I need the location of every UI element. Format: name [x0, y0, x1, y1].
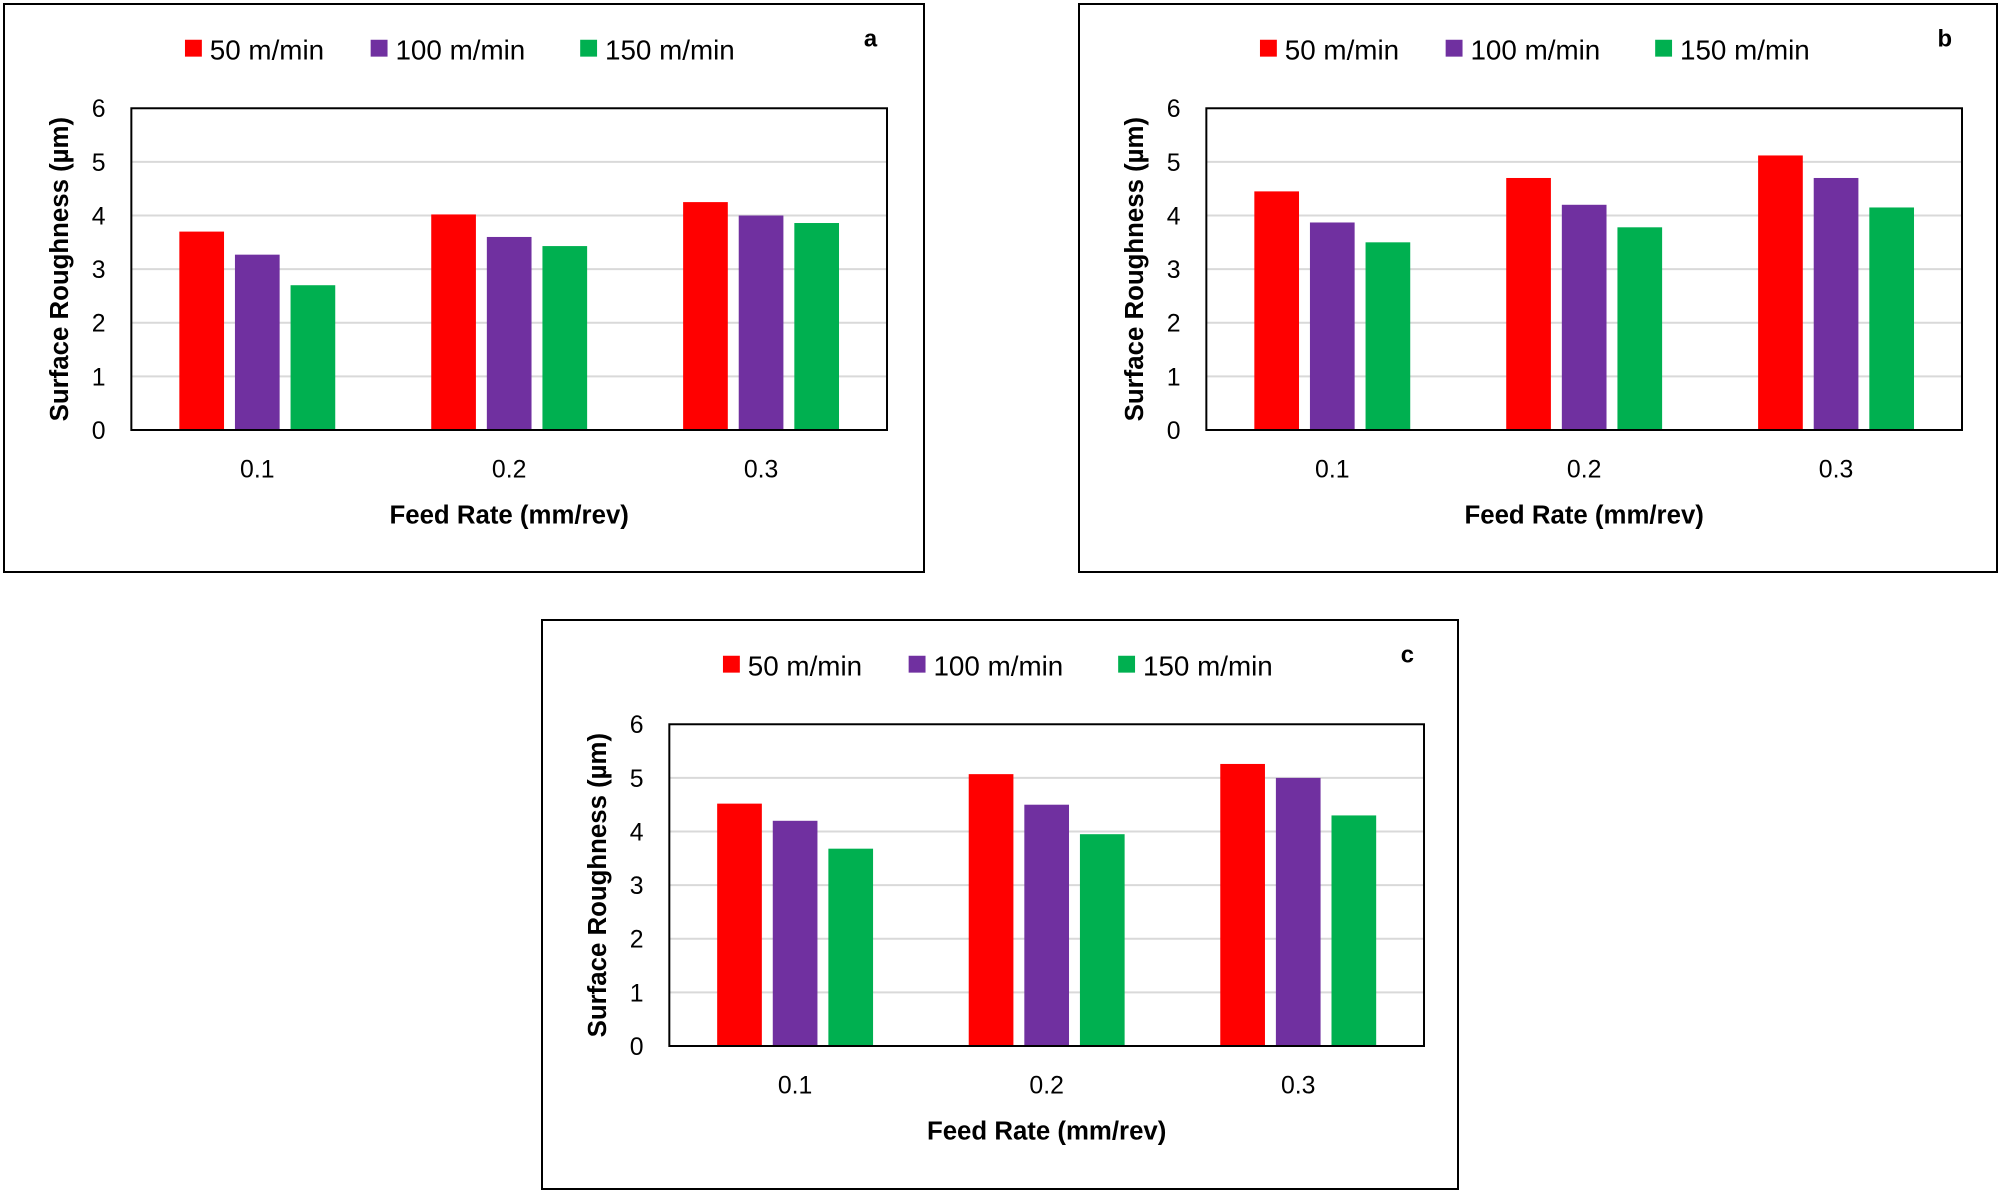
y-tick-label: 6 [1167, 96, 1181, 123]
y-tick-label: 3 [92, 257, 106, 284]
y-tick-label: 4 [92, 203, 106, 230]
x-axis-title: Feed Rate (mm/rev) [1464, 501, 1703, 529]
legend-label: 50 m/min [1285, 35, 1399, 66]
legend-label: 50 m/min [748, 651, 862, 682]
y-tick-label: 4 [1167, 203, 1181, 230]
legend-swatch [1445, 39, 1463, 57]
legend-label: 50 m/min [210, 35, 324, 66]
bar [1254, 191, 1300, 430]
bar [1617, 227, 1663, 430]
y-tick-label: 1 [92, 364, 106, 391]
bar [1079, 834, 1125, 1047]
y-tick-label: 2 [92, 311, 106, 338]
x-tick-label: 0.2 [1029, 1073, 1064, 1100]
legend-swatch [722, 655, 740, 673]
bar [1813, 177, 1859, 430]
bar [968, 774, 1014, 1047]
y-axis-title: Surface Roughness (µm) [1121, 117, 1149, 421]
y-tick-label: 3 [630, 873, 644, 900]
bar [234, 254, 280, 430]
y-tick-label: 6 [92, 96, 106, 123]
legend-swatch [370, 39, 388, 57]
x-tick-label: 0.1 [1315, 457, 1350, 484]
legend-label: 100 m/min [395, 35, 525, 66]
chart-c-svg: 0 1 2 3 4 5 6 0.1 0.2 0.3 Feed Rate (mm/rev) Surfac… [584, 642, 1426, 1145]
bar [1331, 815, 1377, 1047]
bar [1506, 177, 1551, 430]
y-tick-label: 4 [630, 819, 644, 846]
legend-swatch [1118, 655, 1136, 673]
y-tick-label: 0 [630, 1034, 644, 1061]
legend-label: 100 m/min [933, 651, 1063, 682]
x-tick-label: 0.3 [1281, 1073, 1316, 1100]
chart-a-svg: 0 1 2 3 4 5 6 0.1 0.2 0.3 Feed Rate (mm/rev) Surfac… [46, 26, 889, 529]
legend-swatch [1259, 39, 1277, 57]
x-tick-label: 0.1 [778, 1073, 813, 1100]
y-tick-label: 5 [1167, 150, 1181, 177]
x-tick-label: 0.2 [492, 457, 527, 484]
bar [794, 223, 840, 430]
chart-b-svg: 0 1 2 3 4 5 6 0.1 0.2 0.3 Feed Rate (mm/rev) Surfac… [1121, 26, 1963, 529]
legend-label: 150 m/min [605, 35, 735, 66]
y-tick-label: 6 [630, 712, 644, 739]
bar [1220, 763, 1265, 1047]
bar [1561, 204, 1607, 430]
chart-panel-c: 0 1 2 3 4 5 6 0.1 0.2 0.3 Feed Rate (mm/rev) Surfac… [541, 619, 1459, 1190]
legend-swatch [580, 39, 598, 57]
y-tick-label: 0 [92, 418, 106, 445]
x-tick-label: 0.3 [1819, 457, 1854, 484]
y-tick-label: 1 [630, 980, 644, 1007]
x-tick-label: 0.3 [744, 457, 779, 484]
chart-panel-a: 0 1 2 3 4 5 6 0.1 0.2 0.3 Feed Rate (mm/rev) Surfac… [3, 3, 925, 573]
legend-swatch [908, 655, 926, 673]
legend-swatch [1655, 39, 1673, 57]
bar [717, 803, 762, 1047]
plot-frame [1205, 107, 1963, 431]
y-tick-label: 5 [630, 766, 644, 793]
y-tick-label: 2 [1167, 311, 1181, 338]
bar [772, 820, 818, 1047]
x-tick-label: 0.1 [240, 457, 275, 484]
x-tick-label: 0.2 [1567, 457, 1602, 484]
legend-label: 150 m/min [1143, 651, 1273, 682]
bar [828, 848, 874, 1047]
legend-swatch [184, 39, 202, 57]
x-axis-title: Feed Rate (mm/rev) [927, 1117, 1166, 1145]
panel-letter: c [1401, 642, 1414, 669]
y-tick-label: 0 [1167, 418, 1181, 445]
bar [290, 285, 336, 430]
y-axis-title: Surface Roughness (µm) [584, 733, 612, 1037]
bar [738, 215, 784, 430]
legend-label: 150 m/min [1680, 35, 1810, 66]
bar [1275, 777, 1321, 1047]
bar [1758, 155, 1803, 430]
plot-frame [668, 723, 1426, 1047]
y-tick-label: 2 [630, 927, 644, 954]
bar [431, 214, 476, 430]
y-axis-title: Surface Roughness (µm) [46, 117, 74, 421]
plot-frame [130, 107, 889, 431]
bar [1869, 207, 1915, 430]
bar [179, 231, 225, 430]
chart-panel-b: 0 1 2 3 4 5 6 0.1 0.2 0.3 Feed Rate (mm/rev) Surfac… [1078, 3, 1998, 573]
y-tick-label: 3 [1167, 257, 1181, 284]
y-tick-label: 5 [92, 150, 106, 177]
bar [542, 246, 588, 430]
bar [683, 202, 728, 430]
bar [486, 236, 532, 430]
panel-letter: a [864, 26, 878, 53]
y-tick-label: 1 [1167, 364, 1181, 391]
x-axis-title: Feed Rate (mm/rev) [389, 501, 628, 529]
bar [1309, 222, 1355, 430]
bar [1024, 804, 1070, 1047]
panel-letter: b [1938, 26, 1953, 53]
legend-label: 100 m/min [1470, 35, 1600, 66]
bar [1365, 242, 1411, 430]
